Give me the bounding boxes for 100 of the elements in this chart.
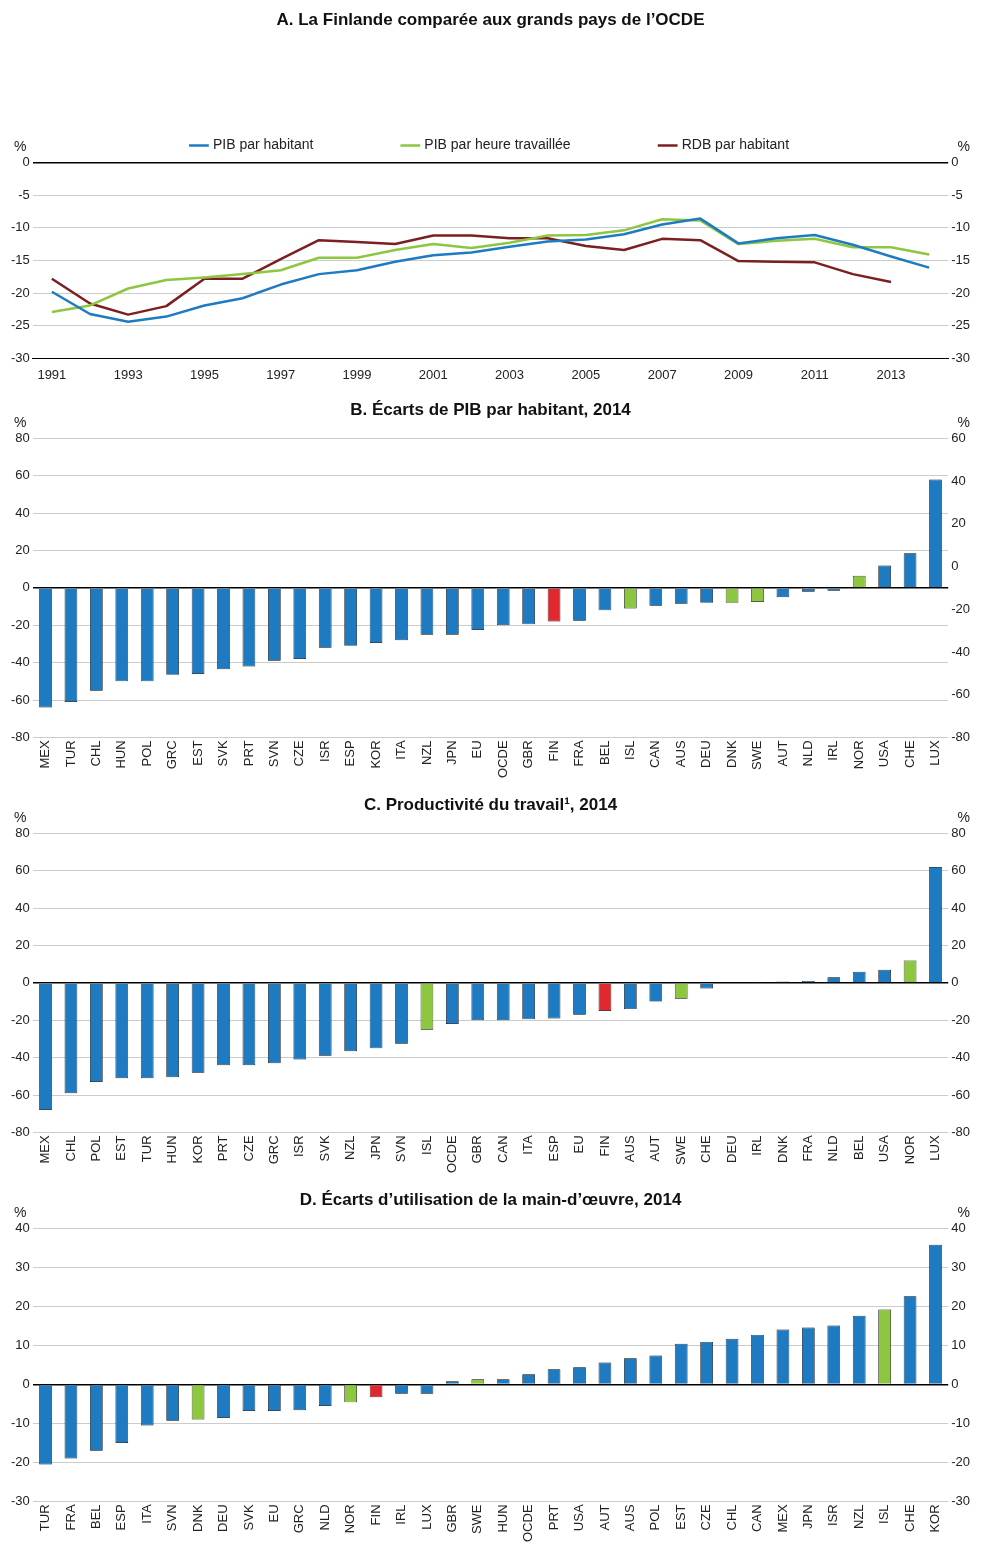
x-tick-label: IRL [393, 1504, 409, 1525]
x-tick-label: LUX [927, 740, 943, 766]
x-tick-label: GBR [520, 740, 536, 769]
y-tick-label: 40 [15, 504, 30, 520]
x-tick-label: CAN [647, 740, 663, 768]
x-tick-label: NOR [901, 1135, 917, 1165]
x-tick-label: SVK [316, 1135, 332, 1162]
x-tick-label: SWE [469, 1504, 485, 1535]
y2-tick-label: 20 [951, 937, 966, 953]
y-tick-label: 0 [22, 153, 30, 169]
x-tick-label: CHL [723, 1504, 739, 1531]
chart-title: D. Écarts d’utilisation de la main-d’œuvre, 2014 [299, 1189, 682, 1209]
x-tick-label: EU [469, 740, 485, 759]
x-tick-label: CHE [698, 1135, 714, 1163]
y2-tick-label: -5 [951, 186, 963, 202]
y-tick-label: 30 [15, 1258, 30, 1274]
x-tick-label: NLD [316, 1504, 332, 1531]
x-tick-label: MEX [37, 1135, 53, 1164]
x-tick-label: NOR [342, 1504, 358, 1534]
x-tick-label: 2011 [800, 366, 829, 382]
x-tick-label: AUT [596, 1504, 612, 1531]
x-tick-label: DEU [698, 740, 714, 768]
chart-title: B. Écarts de PIB par habitant, 2014 [350, 399, 632, 419]
x-tick-label: CZE [240, 1135, 256, 1162]
y2-tick-label: -15 [951, 251, 971, 267]
x-tick-label: DEU [215, 1504, 231, 1532]
x-tick-label: POL [87, 1135, 103, 1162]
y2-tick-label: 40 [951, 899, 966, 915]
x-tick-label: ISR [825, 1504, 841, 1527]
legend-label: PIB par habitant [212, 136, 314, 153]
y2-tick-label: 0 [951, 974, 959, 990]
x-tick-label: KOR [367, 740, 383, 769]
x-tick-label: BEL [850, 1135, 866, 1161]
y-tick-label: -80 [10, 1124, 30, 1140]
x-tick-label: GBR [443, 1504, 459, 1533]
x-tick-label: JPN [367, 1135, 383, 1160]
x-tick-label: AUS [621, 1135, 637, 1163]
x-tick-label: FRA [799, 1135, 815, 1162]
x-tick-label: CHE [901, 740, 917, 768]
x-tick-label: ITA [393, 740, 409, 760]
y-tick-label: 20 [15, 1297, 30, 1313]
x-tick-label: BEL [87, 1504, 103, 1530]
y-tick-label: 80 [15, 429, 30, 445]
y-axis-title: % [14, 809, 27, 826]
x-tick-label: ESP [342, 740, 358, 767]
y-axis-title: % [14, 1204, 27, 1221]
x-tick-label: DNK [723, 740, 739, 768]
x-tick-label: EST [113, 1135, 129, 1161]
x-tick-label: NZL [418, 740, 434, 765]
x-tick-label: DEU [723, 1135, 739, 1163]
y2-tick-label: 80 [951, 824, 966, 840]
legend-label: PIB par heure travaillée [424, 136, 571, 153]
y2-axis-title: % [957, 414, 970, 431]
x-tick-label: EST [672, 1504, 688, 1530]
x-tick-label: 1993 [113, 366, 143, 382]
x-tick-label: AUS [672, 740, 688, 768]
y2-tick-label: -30 [951, 349, 971, 365]
y-tick-label: -60 [10, 1086, 30, 1102]
x-tick-label: POL [138, 740, 154, 767]
x-tick-label: AUS [621, 1504, 637, 1532]
x-tick-label: NOR [850, 740, 866, 770]
x-tick-label: ISL [621, 740, 637, 760]
y-tick-label: 80 [15, 824, 30, 840]
x-tick-label: 2007 [647, 366, 677, 382]
y-tick-label: -25 [10, 317, 30, 333]
y2-axis-title: % [957, 809, 970, 826]
x-tick-label: GRC [291, 1504, 307, 1534]
x-tick-label: FIN [596, 1135, 612, 1157]
x-tick-label: CZE [291, 740, 307, 767]
x-tick-label: ESP [113, 1504, 129, 1531]
y2-tick-label: -40 [951, 1049, 971, 1065]
y-tick-label: 0 [22, 579, 30, 595]
y2-tick-label: -80 [951, 729, 971, 745]
y-tick-label: 0 [22, 974, 30, 990]
x-tick-label: EST [189, 740, 205, 766]
y2-tick-label: 40 [951, 1219, 966, 1235]
x-tick-label: CHL [87, 740, 103, 767]
y2-tick-label: 60 [951, 429, 966, 445]
x-tick-label: FRA [571, 740, 587, 767]
y-tick-label: -30 [10, 1493, 30, 1509]
y-tick-label: 10 [15, 1337, 30, 1352]
x-tick-label: CHE [901, 1504, 917, 1532]
x-tick-label: LUX [927, 1135, 943, 1161]
y-tick-label: 20 [15, 937, 30, 953]
y2-tick-label: 60 [951, 862, 966, 878]
x-tick-label: FRA [62, 1504, 78, 1531]
y-axis-title: % [14, 414, 27, 431]
y-tick-label: -15 [10, 251, 30, 267]
x-tick-label: 1997 [266, 366, 296, 382]
chart-title: C. Productivité du travail¹, 2014 [363, 794, 618, 814]
x-tick-label: ISL [876, 1504, 892, 1524]
x-tick-label: ISR [291, 1135, 307, 1158]
x-tick-label: ITA [138, 1504, 154, 1524]
y-tick-label: -10 [10, 1415, 30, 1431]
y-tick-label: -40 [10, 1049, 30, 1065]
x-tick-label: HUN [113, 740, 129, 769]
x-tick-label: JPN [443, 740, 459, 765]
y-tick-label: 40 [15, 899, 30, 915]
y2-tick-label: -40 [951, 643, 971, 659]
x-tick-label: SVK [215, 740, 231, 767]
